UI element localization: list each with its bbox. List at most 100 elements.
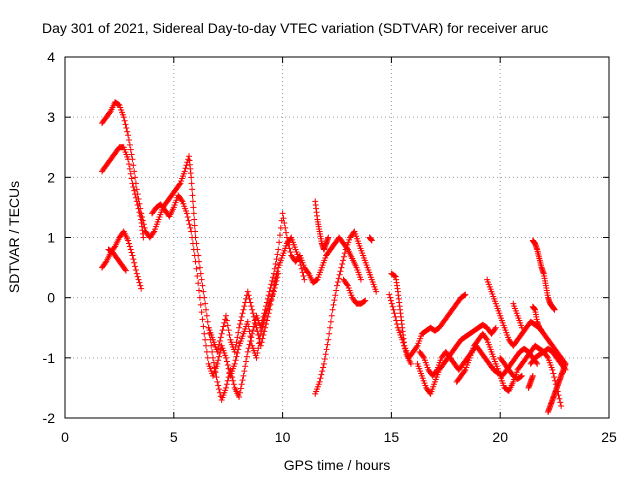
plus-marker-point [562,360,569,367]
series-track-b [98,144,147,241]
plus-marker-point [189,192,196,199]
plus-marker-point [273,256,280,263]
plus-marker-point [240,372,247,379]
series-track-j [366,234,375,244]
plus-marker-point [262,324,269,331]
series-track-a [98,99,364,403]
plus-marker-point [219,327,226,334]
plus-marker-point [239,377,246,384]
plus-marker-point [136,279,143,286]
plus-marker-point [215,382,222,389]
plus-marker-point [120,114,127,121]
plus-marker-point [235,329,242,336]
plus-marker-point [518,373,525,380]
plus-marker-point [538,327,545,334]
plus-marker-point [317,375,324,382]
series-track-f [205,234,308,355]
plus-marker-point [130,183,137,190]
plus-marker-point [217,334,224,341]
plus-marker-point [208,342,215,349]
plus-marker-point [223,358,230,365]
series-track-s [525,372,536,391]
plus-marker-point [223,312,230,319]
plus-marker-point [297,258,304,265]
plus-marker-point [518,324,525,331]
plus-marker-point [178,197,185,204]
plus-marker-point [257,330,264,337]
plus-marker-point [210,359,217,366]
y-tick-labels: 4 3 2 1 0 -1 -2 [43,49,56,426]
plus-marker-point [273,271,280,278]
plus-marker-point [204,354,211,361]
plus-marker-point [274,268,281,275]
plus-marker-point [393,317,400,324]
series-track-w [545,360,569,415]
plus-marker-point [261,316,268,323]
plus-marker-point [322,351,329,358]
plus-marker-point [323,346,330,353]
plus-marker-point [420,353,427,360]
plus-marker-point [331,297,338,304]
plus-marker-point [238,313,245,320]
series-track-t [510,300,525,331]
plus-marker-point [121,117,128,124]
x-tick-label: 10 [275,429,291,445]
plus-marker-point [111,244,118,251]
plus-marker-point [196,287,203,294]
plus-marker-point [225,327,232,334]
plus-marker-point [276,232,283,239]
plus-marker-point [253,354,260,361]
y-axis-label: SDTVAR / TECUs [6,181,22,293]
y-tick-label: 0 [47,290,55,306]
plus-marker-point [242,363,249,370]
y-tick-label: 4 [47,49,55,65]
plus-marker-point [129,180,136,187]
plus-marker-point [236,324,243,331]
plus-marker-point [329,306,336,313]
plus-marker-point [282,224,289,231]
series-track-c [98,228,145,292]
plus-marker-point [259,323,266,330]
plus-marker-point [128,151,135,158]
plus-marker-point [246,328,253,335]
plus-marker-point [263,321,270,328]
plus-marker-point [189,240,196,247]
plus-marker-point [245,292,252,299]
plus-marker-point [327,318,334,325]
y-tick-label: 2 [47,169,55,185]
plus-marker-point [298,265,305,272]
plus-marker-point [316,378,323,385]
plus-marker-point [558,402,565,409]
plus-marker-point [132,263,139,270]
data-points [98,99,569,415]
plus-marker-point [194,273,201,280]
plus-marker-point [264,313,271,320]
plus-marker-point [125,132,132,139]
plus-marker-point [297,262,304,269]
plus-marker-point [132,266,139,273]
plus-marker-point [344,281,351,288]
plus-marker-point [203,342,210,349]
plus-marker-point [400,339,407,346]
plus-marker-point [201,330,208,337]
plus-marker-point [203,306,210,313]
plus-marker-point [223,381,230,388]
plus-marker-point [274,251,281,258]
plus-marker-point [299,269,306,276]
plus-marker-point [197,301,204,308]
plus-marker-point [333,287,340,294]
plus-marker-point [361,298,368,305]
plus-marker-point [518,372,525,379]
plus-marker-point [125,237,132,244]
plus-marker-point [246,295,253,302]
plus-marker-point [131,168,138,175]
plus-marker-point [214,360,221,367]
plus-marker-point [226,331,233,338]
plus-marker-point [203,348,210,355]
plus-marker-point [135,205,142,212]
plus-marker-point [283,229,290,236]
plus-marker-point [236,321,243,328]
plus-marker-point [183,162,190,169]
plot-frame [64,56,610,419]
plus-marker-point [237,317,244,324]
